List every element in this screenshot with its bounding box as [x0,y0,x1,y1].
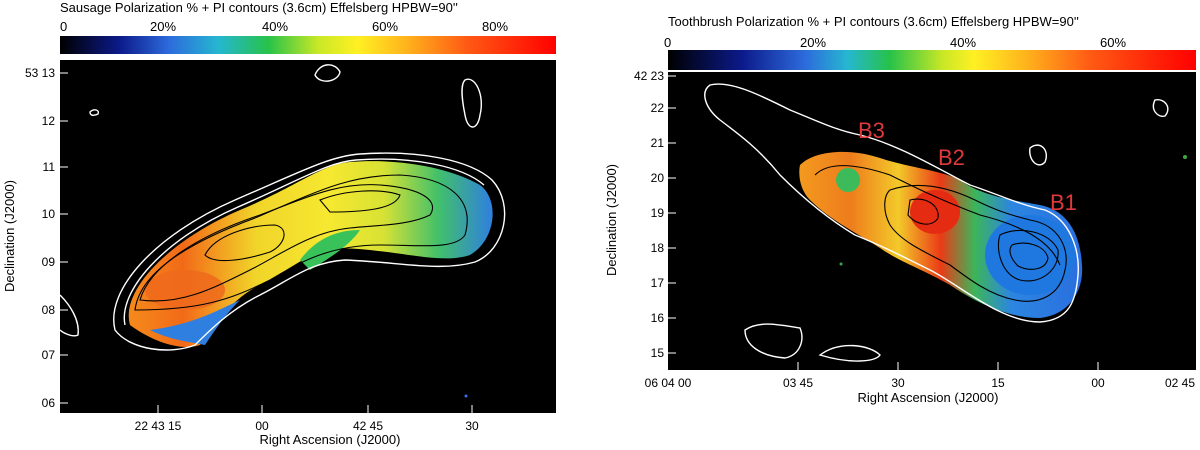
toothbrush-title: Toothbrush Polarization % + PI contours … [668,14,1079,29]
toothbrush-panel: Toothbrush Polarization % + PI contours … [600,0,1200,450]
sausage-figure: Sausage Polarization % + PI contours (3.… [2,0,556,447]
toothbrush-ra-tick: 06 04 00 [645,376,692,390]
toothbrush-blue-core [985,215,1075,295]
sausage-frame-ticks [60,72,473,413]
toothbrush-dec-tick: 18 [651,241,665,255]
toothbrush-dec-tick: 16 [651,311,665,325]
toothbrush-label-b1: B1 [1050,190,1077,215]
sausage-ylabel: Declination (J2000) [2,180,17,292]
sausage-cbar-tick: 40% [262,19,288,34]
sausage-dec-tick: 12 [42,114,56,128]
toothbrush-dec-tick: 15 [651,346,665,360]
toothbrush-green-spot [836,168,860,192]
toothbrush-frame-ticks [668,75,1099,370]
sausage-orange-core [145,270,225,310]
toothbrush-ra-tick: 15 [991,376,1005,390]
sausage-title: Sausage Polarization % + PI contours (3.… [60,0,458,15]
sausage-blue-dot [464,394,468,398]
toothbrush-xlabel: Right Ascension (J2000) [858,390,999,405]
toothbrush-dec-tick: 20 [651,171,665,185]
toothbrush-dec-tick: 17 [651,276,665,290]
toothbrush-cbar-tick: 20% [800,35,826,50]
toothbrush-red-core [910,190,960,234]
toothbrush-ra-tick: 30 [891,376,905,390]
sausage-inner-contours [134,174,468,311]
toothbrush-figure: Toothbrush Polarization % + PI contours … [604,14,1196,405]
toothbrush-label-b2: B2 [938,145,965,170]
sausage-cbar-tick: 60% [372,19,398,34]
toothbrush-ylabel: Declination (J2000) [604,164,619,276]
sausage-dec-tick: 09 [42,255,56,269]
sausage-cbar-tick: 0 [60,19,67,34]
sausage-green-band [300,230,360,270]
sausage-blue-edge [150,300,240,345]
toothbrush-contours [704,83,1169,362]
sausage-cbar-tick: 80% [482,19,508,34]
toothbrush-dec-tick: 22 [651,101,665,115]
sausage-ra-tick: 00 [255,419,269,433]
sausage-dec-tick: 08 [42,303,56,317]
toothbrush-ra-tick: 00 [1091,376,1105,390]
toothbrush-colorbar [668,50,1196,70]
sausage-dec-tick: 06 [42,396,56,410]
sausage-xlabel: Right Ascension (J2000) [260,432,401,447]
toothbrush-edge-dot [1183,155,1187,159]
toothbrush-green-dot [839,262,843,266]
sausage-panel: Sausage Polarization % + PI contours (3.… [0,0,590,450]
toothbrush-ra-tick: 03 45 [783,376,813,390]
sausage-dec-tick: 53 13 [25,66,55,80]
sausage-dec-tick: 07 [42,348,56,362]
toothbrush-ra-tick: 02 45 [1165,376,1195,390]
sausage-ra-tick: 42 45 [353,419,383,433]
sausage-ra-tick: 30 [465,419,479,433]
sausage-colorbar [60,36,556,54]
sausage-contours [59,64,506,351]
sausage-dec-tick: 10 [42,207,56,221]
sausage-ra-tick: 22 43 15 [135,419,182,433]
toothbrush-cbar-tick: 40% [950,35,976,50]
toothbrush-dec-tick: 42 23 [634,69,664,83]
toothbrush-inner-contours [814,165,1067,302]
toothbrush-label-b3: B3 [858,118,885,143]
toothbrush-cbar-tick: 60% [1100,35,1126,50]
toothbrush-dec-tick: 19 [651,206,665,220]
toothbrush-dec-tick: 21 [651,136,665,150]
toothbrush-cbar-tick: 0 [664,35,671,50]
sausage-dec-tick: 11 [43,160,56,174]
sausage-cbar-tick: 20% [150,19,176,34]
